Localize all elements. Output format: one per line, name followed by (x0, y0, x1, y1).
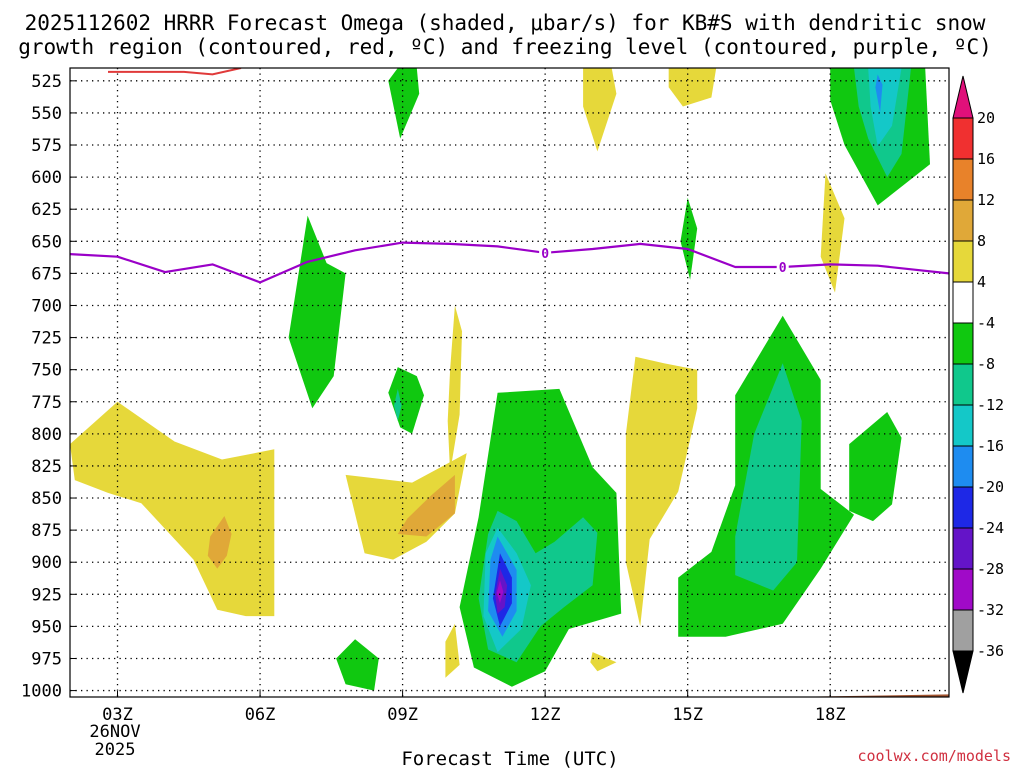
omega-region-pos-10z-spike (447, 305, 462, 473)
omega-region-pos-14z (625, 356, 698, 627)
y-tick-label-925: 925 (31, 585, 62, 605)
colorbar-swatch-5 (952, 322, 974, 365)
y-tick-label-750: 750 (31, 361, 62, 381)
colorbar-swatch-9 (952, 486, 974, 529)
y-tick-label-725: 725 (31, 329, 62, 349)
chart-title-line-1: 2025112602 HRRR Forecast Omega (shaded, … (25, 11, 986, 35)
colorbar-label-2: 12 (977, 191, 995, 209)
y-tick-label-700: 700 (31, 296, 62, 316)
x-tick-label-09Z: 09Z (387, 705, 418, 725)
colorbar-swatch-4 (952, 281, 974, 324)
omega-region-pos-09z-lower-core (397, 474, 455, 537)
y-tick-label-775: 775 (31, 393, 62, 413)
y-tick-label-550: 550 (31, 104, 62, 124)
colorbar-label-5: -4 (977, 314, 995, 332)
colorbar-swatch-top (952, 75, 974, 119)
y-tick-label-1000: 1000 (21, 682, 62, 702)
colorbar-label-1: 16 (977, 150, 995, 168)
chart-title-line-2: growth region (contoured, red, ºC) and f… (18, 35, 992, 59)
y-tick-label-975: 975 (31, 649, 62, 669)
y-tick-label-950: 950 (31, 617, 62, 637)
colorbar-label-6: -8 (977, 355, 995, 373)
colorbar-swatch-0 (952, 117, 974, 160)
omega-region-pos-13z-upper (583, 68, 617, 152)
colorbar-swatch-6 (952, 363, 974, 406)
omega-region-pos-05z-core (207, 516, 232, 569)
contour-layer: 00 (70, 68, 949, 284)
omega-region-pos-10z-lower (445, 623, 460, 678)
colorbar-label-11: -28 (977, 560, 1004, 578)
colorbar-swatch-12 (952, 609, 974, 652)
colorbar-label-3: 8 (977, 232, 986, 250)
date-label-year: 2025 (95, 740, 136, 760)
y-tick-label-625: 625 (31, 200, 62, 220)
colorbar-swatch-8 (952, 445, 974, 488)
omega-region-pos-15z-upper (668, 68, 717, 107)
colorbar-swatch-3 (952, 240, 974, 283)
y-tick-label-825: 825 (31, 457, 62, 477)
omega-region-neg-12z-main-l7 (496, 580, 504, 604)
freezing-level-label-bg-1 (776, 258, 789, 274)
omega-region-neg-10z-lower-left (336, 639, 379, 691)
omega-region-neg-09z-mid-core (394, 388, 402, 421)
colorbar-label-7: -12 (977, 396, 1004, 414)
colorbar-swatch-7 (952, 404, 974, 447)
dgz-contour (108, 68, 242, 76)
y-tick-label-800: 800 (31, 425, 62, 445)
colorbar-label-13: -36 (977, 642, 1004, 660)
colorbar-label-9: -20 (977, 478, 1004, 496)
omega-region-pos-03z-lower (70, 401, 275, 617)
colorbar-label-4: 4 (977, 273, 986, 291)
y-tick-label-525: 525 (31, 72, 62, 92)
grid-layer (70, 68, 949, 697)
y-tick-label-675: 675 (31, 264, 62, 284)
y-tick-label-650: 650 (31, 232, 62, 252)
plot-border (69, 67, 950, 698)
omega-shading-layer (70, 68, 949, 697)
y-tick-label-600: 600 (31, 168, 62, 188)
omega-region-neg-19z-mid (849, 412, 902, 522)
colorbar-swatch-1 (952, 158, 974, 201)
colorbar: 20 16 12 8 4 -4 -8 -12 -16 -20 -24 -28 -32 -36 (952, 75, 1004, 694)
colorbar-label-10: -24 (977, 519, 1004, 537)
x-tick-label-06Z: 06Z (245, 705, 276, 725)
colorbar-swatch-10 (952, 527, 974, 570)
y-axis: 525 550 575 600 625 650 675 700 725 750 775 800 825 8… (21, 72, 76, 702)
y-tick-label-875: 875 (31, 521, 62, 541)
x-axis: 03Z 06Z 09Z 12Z 15Z 18Z (102, 691, 846, 725)
colorbar-label-8: -16 (977, 437, 1004, 455)
y-tick-label-575: 575 (31, 136, 62, 156)
x-tick-label-03Z: 03Z (102, 705, 133, 725)
x-tick-label-18Z: 18Z (815, 705, 846, 725)
date-label-day: 26NOV (89, 722, 140, 742)
colorbar-swatch-11 (952, 568, 974, 611)
colorbar-swatch-bottom (952, 650, 974, 694)
y-tick-label-900: 900 (31, 553, 62, 573)
colorbar-swatch-2 (952, 199, 974, 242)
x-tick-label-12Z: 12Z (530, 705, 561, 725)
x-axis-label: Forecast Time (UTC) (401, 748, 618, 768)
y-tick-label-850: 850 (31, 489, 62, 509)
freezing-level-label-bg-0 (539, 244, 552, 260)
colorbar-label-0: 20 (977, 109, 995, 127)
omega-region-pos-13z-lower (590, 652, 617, 672)
omega-region-pos-09z-lower (345, 453, 467, 560)
credit-text: coolwx.com/models (857, 747, 1011, 765)
freezing-level-label-1: 0 (779, 261, 787, 276)
x-tick-label-15Z: 15Z (672, 705, 703, 725)
omega-region-neg-09z-upper (388, 68, 420, 139)
omega-region-neg-15z (680, 197, 698, 280)
omega-region-neg-19z-upper-l4 (875, 74, 883, 113)
freezing-level-label-0: 0 (541, 247, 549, 262)
omega-region-neg-17z-main-l2 (735, 363, 802, 591)
colorbar-label-12: -32 (977, 601, 1004, 619)
omega-region-pos-18z (820, 173, 845, 293)
